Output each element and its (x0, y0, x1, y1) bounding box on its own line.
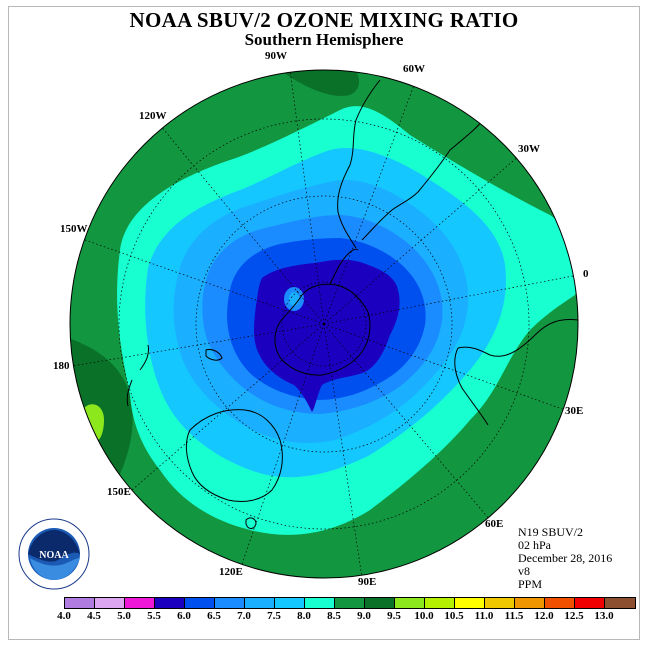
colorbar-label: 11.5 (504, 610, 524, 622)
colorbar-swatch (125, 598, 155, 608)
colorbar-swatch (155, 598, 185, 608)
lon-label-90w: 90W (265, 50, 287, 62)
colorbar-label: 6.0 (177, 610, 191, 622)
lon-label-150e: 150E (107, 486, 131, 498)
info-version: v8 (518, 564, 530, 578)
colorbar-label: 4.5 (87, 610, 101, 622)
colorbar-swatch (395, 598, 425, 608)
colorbar-swatch (335, 598, 365, 608)
colorbar-swatch (515, 598, 545, 608)
colorbar-label: 7.0 (237, 610, 251, 622)
africa-south-coastline (454, 347, 489, 426)
info-units: PPM (518, 577, 543, 591)
info-satellite: N19 SBUV/2 (518, 525, 584, 539)
noaa-logo: NOAA (18, 518, 90, 590)
colorbar-swatch (485, 598, 515, 608)
latitude-circles (118, 118, 530, 530)
info-date: December 28, 2016 (518, 551, 613, 565)
colorbar-label: 10.0 (414, 610, 434, 622)
lon-label-0: 0 (583, 268, 589, 280)
colorbar-swatch (65, 598, 95, 608)
noaa-logo-text: NOAA (39, 550, 69, 561)
meridians (71, 70, 578, 578)
band-9-0-patch-north (280, 70, 359, 96)
colorbar-label: 9.0 (357, 610, 371, 622)
globe-outline (69, 69, 579, 579)
lon-label-60e: 60E (485, 518, 504, 530)
lon-label-60w: 60W (403, 63, 425, 75)
tasmania-coastline (245, 517, 257, 529)
lon-label-30w: 30W (518, 143, 540, 155)
colorbar-label: 12.5 (564, 610, 584, 622)
lon-label-120e: 120E (219, 566, 243, 578)
colorbar-label: 8.0 (297, 610, 311, 622)
africa-coastline (457, 319, 578, 357)
band-7-0-hole (289, 292, 299, 306)
colorbar-label: 8.5 (327, 610, 341, 622)
colorbar-label: 13.0 (594, 610, 614, 622)
colorbar-label: 12.0 (534, 610, 554, 622)
colorbar-label: 7.5 (267, 610, 281, 622)
coastlines (126, 79, 578, 529)
colorbar-swatch (95, 598, 125, 608)
colorbar-swatch (575, 598, 605, 608)
colorbar-label: 9.5 (387, 610, 401, 622)
colorbar-label: 4.0 (57, 610, 71, 622)
colorbar-label: 5.0 (117, 610, 131, 622)
colorbar-swatch (245, 598, 275, 608)
colorbar-swatch (455, 598, 485, 608)
colorbar-swatch (305, 598, 335, 608)
lon-label-90e: 90E (358, 576, 377, 588)
south-america-east-coastline (361, 117, 486, 241)
map-frame (8, 6, 640, 640)
ross-ice-island-coastline (205, 349, 223, 361)
south-america-coastline (337, 79, 381, 249)
antarctica-coastline (274, 283, 371, 376)
lat-circle-80s (281, 281, 367, 367)
colorbar-label: 6.5 (207, 610, 221, 622)
info-block: N19 SBUV/2 02 hPa December 28, 2016 v8 P… (518, 526, 612, 591)
info-level: 02 hPa (518, 538, 551, 552)
colorbar-label: 10.5 (444, 610, 464, 622)
colorbar-label: 11.0 (474, 610, 494, 622)
lon-label-30e: 30E (565, 405, 584, 417)
map-title: NOAA SBUV/2 OZONE MIXING RATIO (129, 8, 519, 32)
lon-label-150w: 150W (60, 223, 88, 235)
lon-label-120w: 120W (139, 110, 167, 122)
colorbar-swatch (215, 598, 245, 608)
lon-label-180: 180 (53, 360, 70, 372)
colorbar-swatch (545, 598, 575, 608)
colorbar-swatch (365, 598, 395, 608)
colorbar-swatch (425, 598, 455, 608)
colorbar-swatch (275, 598, 305, 608)
australia-coastline (185, 409, 283, 503)
antarctic-peninsula-coastline (329, 248, 359, 285)
new-zealand-coastline (126, 344, 149, 407)
band-9-5-patch (83, 404, 104, 441)
map-subtitle: Southern Hemisphere (244, 30, 404, 49)
colorbar-label: 5.5 (147, 610, 161, 622)
lat-circle-60s (195, 195, 453, 453)
colorbar-swatch (185, 598, 215, 608)
colorbar-swatch (605, 598, 635, 608)
lat-circle-40s (118, 118, 530, 530)
colorbar (64, 597, 636, 609)
